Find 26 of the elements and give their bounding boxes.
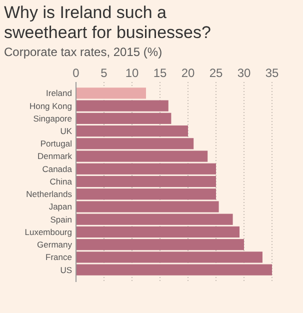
- x-tick-label: 15: [153, 66, 167, 80]
- y-tick-label: Germany: [37, 240, 73, 250]
- y-tick-label: Canada: [42, 164, 72, 174]
- y-tick-label: Portugal: [40, 138, 72, 149]
- y-tick-label: Netherlands: [26, 189, 72, 200]
- x-tick-label: 25: [209, 66, 223, 80]
- y-tick-label: Spain: [50, 214, 72, 224]
- y-tick-label: UK: [60, 126, 72, 136]
- x-tick-label: 10: [125, 66, 139, 80]
- y-tick-label: US: [60, 264, 72, 275]
- y-tick-label: Singapore: [33, 113, 72, 124]
- y-tick-label: Hong Kong: [29, 100, 72, 111]
- y-tick-label: Denmark: [38, 151, 73, 162]
- x-tick-label: 20: [181, 66, 195, 80]
- y-tick-label: Ireland: [46, 88, 72, 98]
- bar: [76, 88, 146, 99]
- x-tick-label: 35: [265, 66, 279, 80]
- chart-title: Why is Ireland such a sweetheart for businesses?: [4, 3, 211, 42]
- x-tick-label: 30: [237, 66, 251, 80]
- chart-subtitle: Corporate tax rates, 2015 (%): [4, 45, 162, 59]
- x-tick-label: 0: [72, 66, 80, 80]
- y-tick-label: China: [50, 176, 72, 186]
- y-tick-label: Luxembourg: [24, 226, 72, 237]
- x-tick-label: 5: [100, 66, 108, 80]
- y-tick-label: Japan: [48, 202, 72, 212]
- y-tick-label: France: [46, 252, 72, 262]
